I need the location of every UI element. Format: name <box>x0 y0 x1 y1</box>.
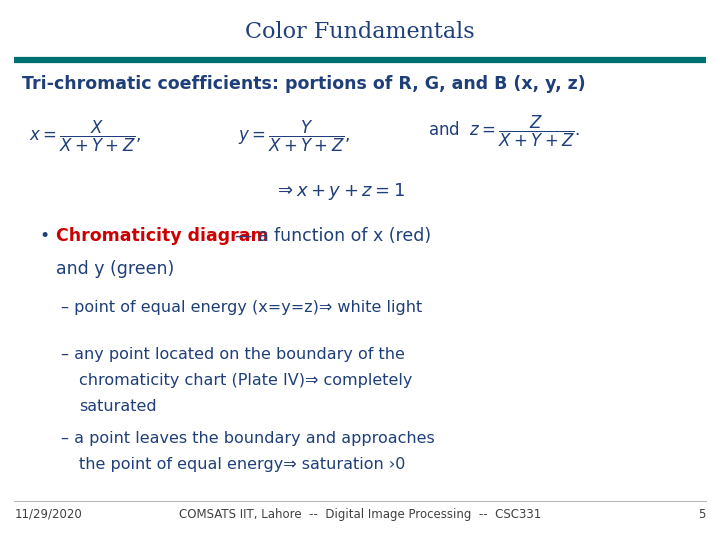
Text: COMSATS IIT, Lahore  --  Digital Image Processing  --  CSC331: COMSATS IIT, Lahore -- Digital Image Pro… <box>179 508 541 521</box>
Text: •: • <box>40 227 50 245</box>
Text: and  $z = \dfrac{Z}{X+Y+Z}.$: and $z = \dfrac{Z}{X+Y+Z}.$ <box>428 113 581 148</box>
Text: – any point located on the boundary of the: – any point located on the boundary of t… <box>61 347 405 362</box>
Text: 11/29/2020: 11/29/2020 <box>14 508 82 521</box>
Text: $x = \dfrac{X}{X+Y+Z},$: $x = \dfrac{X}{X+Y+Z},$ <box>29 119 141 154</box>
Text: Tri-chromatic coefficients: portions of R, G, and B (x, y, z): Tri-chromatic coefficients: portions of … <box>22 75 585 92</box>
Text: chromaticity chart (Plate IV)⇒ completely: chromaticity chart (Plate IV)⇒ completel… <box>79 373 413 388</box>
Text: 5: 5 <box>698 508 706 521</box>
Text: the point of equal energy⇒ saturation ›0: the point of equal energy⇒ saturation ›0 <box>79 457 405 472</box>
Text: – point of equal energy (x=y=z)⇒ white light: – point of equal energy (x=y=z)⇒ white l… <box>61 300 423 315</box>
Text: – a point leaves the boundary and approaches: – a point leaves the boundary and approa… <box>61 431 435 446</box>
Text: saturated: saturated <box>79 399 157 414</box>
Text: and y (green): and y (green) <box>56 260 174 278</box>
Text: Chromaticity diagram: Chromaticity diagram <box>56 227 269 245</box>
Text: Color Fundamentals: Color Fundamentals <box>246 21 474 43</box>
Text: $\Rightarrow x+y+z=1$: $\Rightarrow x+y+z=1$ <box>274 181 405 202</box>
Text: $y = \dfrac{Y}{X+Y+Z},$: $y = \dfrac{Y}{X+Y+Z},$ <box>238 119 350 154</box>
Text: — a function of x (red): — a function of x (red) <box>235 227 431 245</box>
